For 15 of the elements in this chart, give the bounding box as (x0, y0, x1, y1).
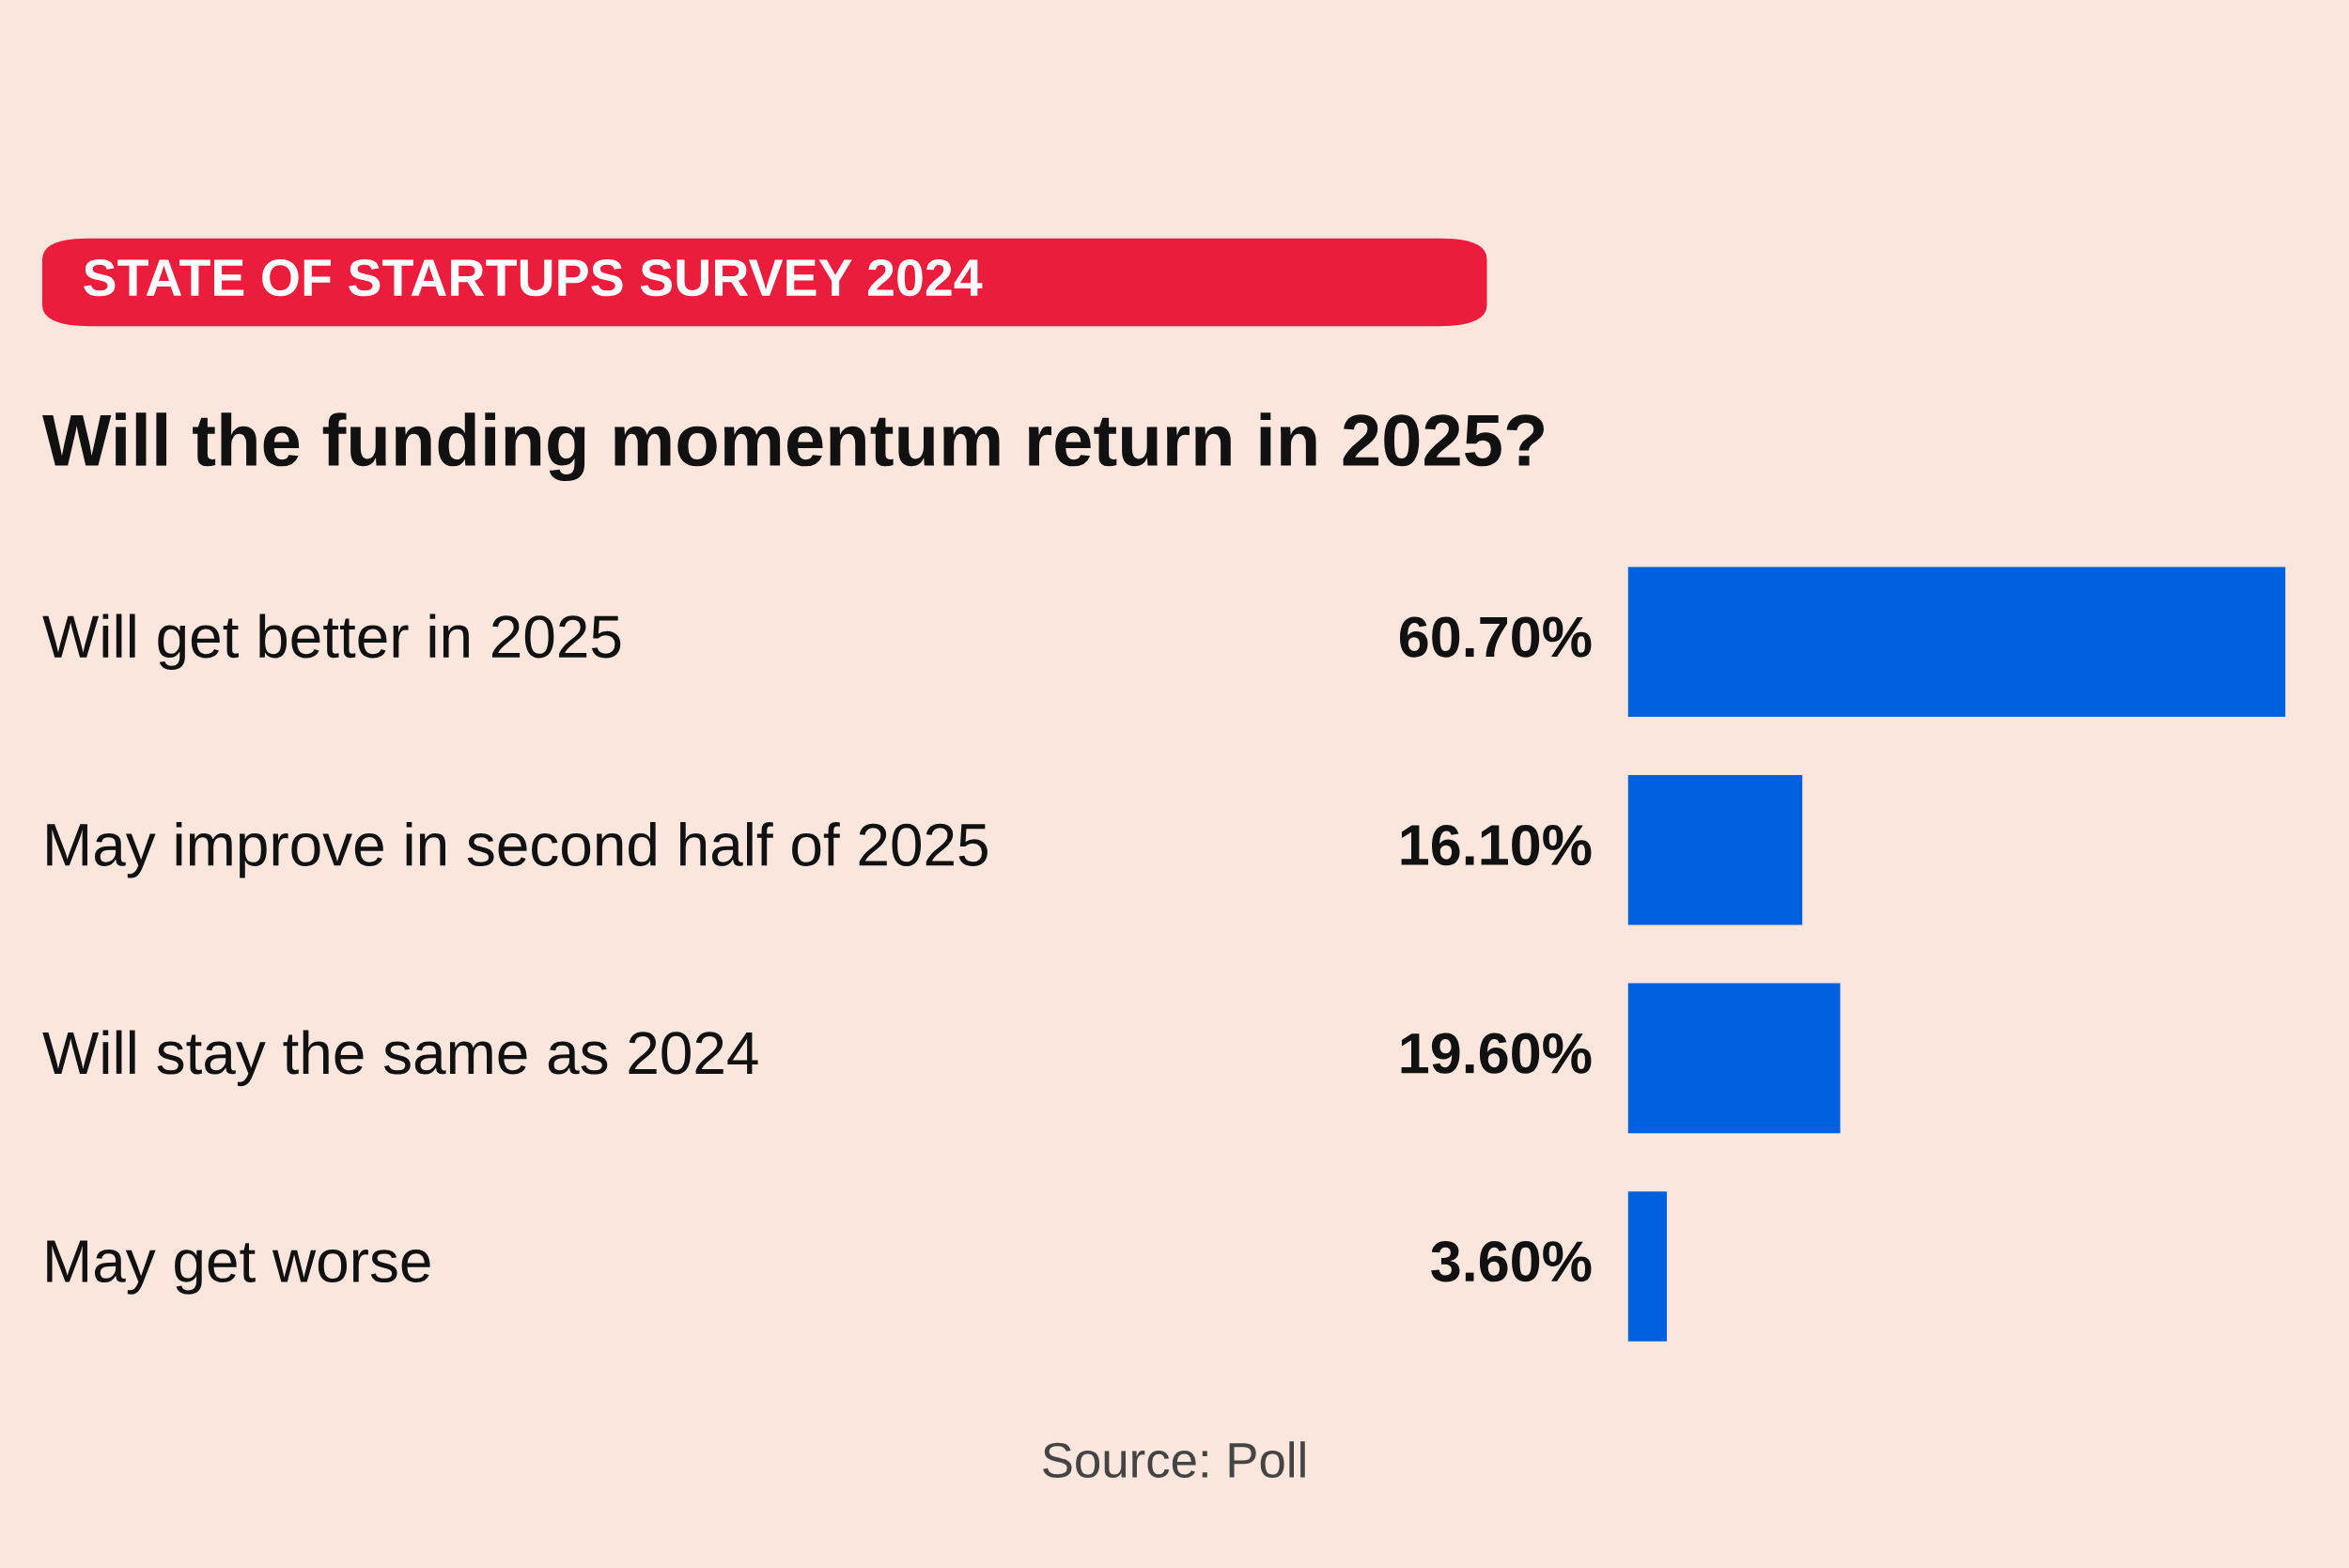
bar (1627, 983, 1841, 1134)
text: Will the funding momentum return in 2025? (42, 412, 1544, 482)
bar (1627, 775, 1803, 925)
data-label: 19.60% (1401, 1032, 1592, 1074)
y-tick-label: May get worse (47, 1240, 430, 1295)
data-label: 3.60% (1431, 1241, 1592, 1282)
bar (1627, 567, 2286, 718)
y-tick-label: Will get better in 2025 (42, 613, 621, 671)
data-label: 60.70% (1399, 616, 1592, 658)
y-tick-label: Will stay the same as 2024 (42, 1030, 758, 1087)
bar (1627, 1191, 1668, 1342)
source-note: Source: Poll (1043, 1441, 1305, 1479)
data-label: 16.10% (1401, 824, 1592, 866)
text: STATE OF STARTUPS SURVEY 2024 (84, 258, 983, 297)
y-tick-label: May improve in second half of 2025 (47, 822, 988, 878)
